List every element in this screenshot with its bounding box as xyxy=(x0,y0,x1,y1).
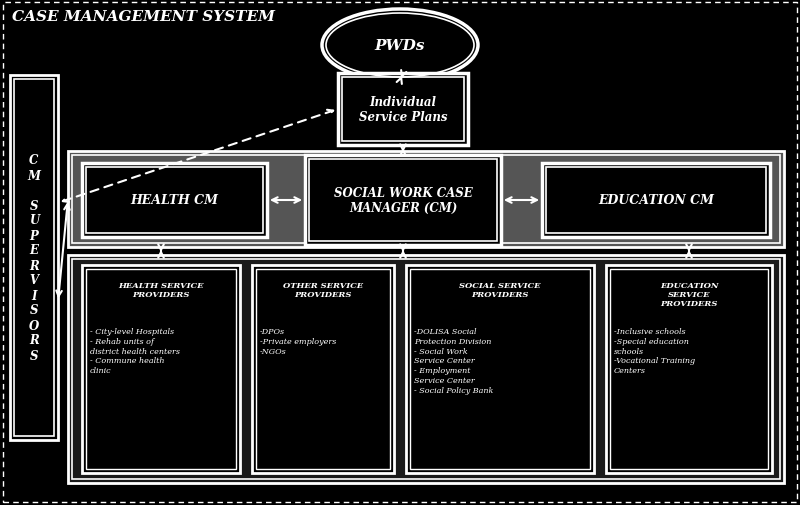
Text: SOCIAL WORK CASE
MANAGER (CM): SOCIAL WORK CASE MANAGER (CM) xyxy=(334,187,472,215)
Text: HEALTH CM: HEALTH CM xyxy=(130,194,218,207)
FancyBboxPatch shape xyxy=(10,76,58,440)
FancyBboxPatch shape xyxy=(338,74,468,146)
Text: SOCIAL SERVICE
PROVIDERS: SOCIAL SERVICE PROVIDERS xyxy=(459,281,541,298)
FancyBboxPatch shape xyxy=(68,152,784,247)
Text: EDUCATION CM: EDUCATION CM xyxy=(598,194,714,207)
Ellipse shape xyxy=(322,10,478,82)
FancyBboxPatch shape xyxy=(606,266,772,473)
Text: HEALTH SERVICE
PROVIDERS: HEALTH SERVICE PROVIDERS xyxy=(118,281,204,298)
Text: OTHER SERVICE
PROVIDERS: OTHER SERVICE PROVIDERS xyxy=(283,281,363,298)
FancyBboxPatch shape xyxy=(68,256,784,483)
FancyBboxPatch shape xyxy=(305,156,501,245)
Text: EDUCATION
SERVICE
PROVIDERS: EDUCATION SERVICE PROVIDERS xyxy=(660,281,718,308)
Text: C
M
 
S
U
P
E
R
V
I
S
O
R
S: C M S U P E R V I S O R S xyxy=(27,154,41,362)
FancyBboxPatch shape xyxy=(252,266,394,473)
Text: -DPOs
-Private employers
-NGOs: -DPOs -Private employers -NGOs xyxy=(260,327,336,355)
Text: CASE MANAGEMENT SYSTEM: CASE MANAGEMENT SYSTEM xyxy=(12,10,275,24)
Text: - City-level Hospitals
- Rehab units of
district health centers
- Commune health: - City-level Hospitals - Rehab units of … xyxy=(90,327,180,375)
Text: PWDs: PWDs xyxy=(374,39,426,53)
Text: -Inclusive schools
-Special education
schools
-Vocational Training
Centers: -Inclusive schools -Special education sc… xyxy=(614,327,695,375)
FancyBboxPatch shape xyxy=(82,266,240,473)
FancyBboxPatch shape xyxy=(542,164,770,237)
FancyBboxPatch shape xyxy=(82,164,267,237)
Text: -DOLISA Social
Protection Division
- Social Work
Service Center
- Employment
Ser: -DOLISA Social Protection Division - Soc… xyxy=(414,327,494,394)
Text: Individual
Service Plans: Individual Service Plans xyxy=(358,96,447,124)
FancyBboxPatch shape xyxy=(406,266,594,473)
